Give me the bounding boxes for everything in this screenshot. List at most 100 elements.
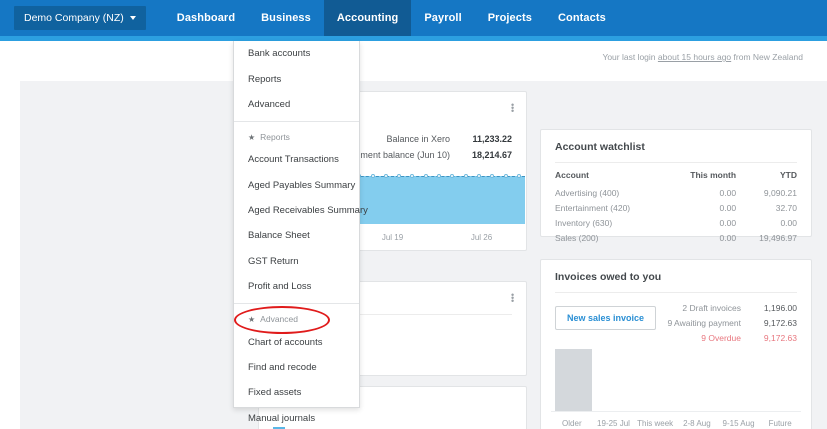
- cell-ytd: 9,090.21: [763, 187, 797, 198]
- last-login-status: Your last login about 15 hours ago from …: [602, 52, 803, 62]
- statement-balance-row: Statement balance (Jun 10) 18,214.67: [339, 150, 512, 160]
- invoices-owed-title: Invoices owed to you: [555, 271, 662, 283]
- menu-item-gst-return[interactable]: GST Return: [248, 255, 299, 267]
- menu-item-bank-accounts[interactable]: Bank accounts: [248, 48, 311, 60]
- cell-this-month: 0.00: [719, 217, 737, 228]
- invoice-axis-tick-2: This week: [637, 419, 674, 428]
- menu-divider: [234, 121, 359, 123]
- menu-item-advanced[interactable]: Advanced: [248, 98, 291, 110]
- bar-blue: [273, 427, 285, 429]
- account-watchlist-title: Account watchlist: [555, 141, 645, 153]
- nav-item-accounting[interactable]: Accounting: [323, 0, 412, 36]
- nav-item-projects[interactable]: Projects: [487, 12, 532, 24]
- nav-item-payroll[interactable]: Payroll: [424, 12, 462, 24]
- divider: [555, 292, 797, 293]
- divider: [273, 314, 512, 315]
- last-login-suffix: from New Zealand: [733, 52, 803, 62]
- cell-this-month: 0.00: [719, 202, 737, 213]
- invoice-stat-amount: 1,196.00: [763, 303, 797, 313]
- menu-item-balance-sheet[interactable]: Balance Sheet: [248, 230, 310, 242]
- invoice-stat-label: 9 Awaiting payment: [667, 318, 741, 328]
- balance-in-xero-label: Balance in Xero: [386, 134, 450, 144]
- invoice-bar-older: [555, 349, 592, 411]
- invoice-stat-label: 9 Overdue: [701, 333, 741, 343]
- invoice-stat-amount: 9,172.63: [763, 318, 797, 328]
- invoice-axis-tick-1: 19-25 Jul: [597, 419, 630, 428]
- table-row[interactable]: Sales (200) 0.00 19,496.97: [541, 230, 811, 245]
- table-row[interactable]: Inventory (630) 0.00 0.00: [541, 215, 811, 230]
- nav-accent-bar: [0, 36, 827, 41]
- star-icon: ★: [248, 132, 256, 142]
- statement-balance-label: Statement balance (Jun 10): [339, 150, 450, 160]
- invoices-owed-card: Invoices owed to you New sales invoice 2…: [540, 259, 812, 429]
- cell-ytd: 32.70: [775, 202, 797, 213]
- invoice-stat-amount: 9,172.63: [763, 333, 797, 343]
- menu-item-reports[interactable]: Reports: [248, 73, 282, 85]
- menu-group-advanced: ★ Advanced: [234, 308, 359, 329]
- bottom-left-chart: [273, 425, 512, 429]
- cell-this-month: 0.00: [719, 187, 737, 198]
- bank-axis-tick-1: Jul 19: [381, 233, 404, 242]
- last-login-prefix: Your last login: [602, 52, 656, 62]
- balance-in-xero-row: Balance in Xero 11,233.22: [339, 134, 512, 144]
- bank-axis-tick-2: Jul 26: [470, 233, 493, 242]
- menu-item-aged-receivables-summary[interactable]: Aged Receivables Summary: [248, 205, 368, 217]
- invoice-axis-tick-0: Older: [562, 419, 582, 428]
- invoice-axis-tick-3: 2-8 Aug: [683, 419, 711, 428]
- invoices-bar-chart: [551, 334, 801, 412]
- top-navigation-bar: Demo Company (NZ) Dashboard Business Acc…: [0, 0, 827, 36]
- cell-ytd: 19,496.97: [759, 232, 797, 243]
- menu-group-reports: ★ Reports: [234, 126, 359, 147]
- invoice-stat-overdue[interactable]: 9 Overdue 9,172.63: [667, 333, 797, 343]
- secondary-card-menu-icon[interactable]: • • •: [511, 290, 515, 306]
- last-login-link[interactable]: about 15 hours ago: [657, 52, 732, 62]
- menu-group-label: Reports: [260, 132, 290, 143]
- menu-item-fixed-assets[interactable]: Fixed assets: [248, 387, 302, 399]
- column-header-account: Account: [555, 170, 589, 180]
- divider: [555, 162, 797, 163]
- invoice-axis-tick-5: Future: [768, 419, 792, 428]
- account-watchlist-table: Account This month YTD Advertising (400)…: [541, 170, 811, 245]
- nav-items: Dashboard Business Accounting Payroll Pr…: [164, 0, 619, 36]
- cell-this-month: 0.00: [719, 232, 737, 243]
- organisation-name: Demo Company (NZ): [24, 12, 124, 24]
- cell-ytd: 0.00: [780, 217, 797, 228]
- column-header-this-month: This month: [690, 170, 737, 180]
- invoice-axis-tick-4: 9-15 Aug: [722, 419, 755, 428]
- nav-item-business[interactable]: Business: [261, 12, 311, 24]
- menu-item-account-transactions[interactable]: Account Transactions: [248, 154, 339, 166]
- nav-item-dashboard[interactable]: Dashboard: [176, 12, 236, 24]
- bank-balances: Balance in Xero 11,233.22 Statement bala…: [339, 134, 512, 166]
- accounting-dropdown-menu: Bank accounts Reports Advanced ★ Reports…: [233, 41, 368, 424]
- statement-balance-value: 18,214.67: [471, 150, 512, 160]
- new-sales-invoice-button[interactable]: New sales invoice: [555, 306, 657, 330]
- invoice-stat-label: 2 Draft invoices: [682, 303, 741, 313]
- invoice-stat-draft[interactable]: 2 Draft invoices 1,196.00: [667, 303, 797, 313]
- left-gutter: [0, 81, 20, 429]
- menu-item-manual-journals[interactable]: Manual journals: [248, 412, 316, 424]
- table-row[interactable]: Advertising (400) 0.00 9,090.21: [541, 185, 811, 200]
- menu-item-find-and-recode[interactable]: Find and recode: [248, 361, 317, 373]
- invoices-chart-axis: Older 19-25 Jul This week 2-8 Aug 9-15 A…: [551, 419, 801, 428]
- invoice-summary-stats: 2 Draft invoices 1,196.00 9 Awaiting pay…: [667, 303, 797, 348]
- menu-divider: [234, 303, 359, 305]
- menu-item-chart-of-accounts[interactable]: Chart of accounts: [248, 336, 323, 348]
- column-header-ytd: YTD: [780, 170, 797, 180]
- chevron-down-icon: [129, 16, 136, 20]
- menu-group-label: Advanced: [260, 314, 298, 325]
- cell-account: Advertising (400): [555, 187, 620, 198]
- menu-item-aged-payables-summary[interactable]: Aged Payables Summary: [248, 179, 356, 191]
- account-watchlist-card: Account watchlist Account This month YTD…: [540, 129, 812, 243]
- bank-card-menu-icon[interactable]: • • •: [511, 100, 515, 116]
- cell-account: Inventory (630): [555, 217, 613, 228]
- page-body: ) Your last login about 15 hours ago fro…: [0, 41, 827, 429]
- cell-account: Sales (200): [555, 232, 599, 243]
- organisation-selector[interactable]: Demo Company (NZ): [14, 6, 146, 30]
- table-row[interactable]: Entertainment (420) 0.00 32.70: [541, 200, 811, 215]
- menu-item-profit-and-loss[interactable]: Profit and Loss: [248, 281, 312, 293]
- cell-account: Entertainment (420): [555, 202, 631, 213]
- nav-item-contacts[interactable]: Contacts: [557, 12, 606, 24]
- invoice-stat-awaiting-payment[interactable]: 9 Awaiting payment 9,172.63: [667, 318, 797, 328]
- star-icon: ★: [248, 314, 256, 324]
